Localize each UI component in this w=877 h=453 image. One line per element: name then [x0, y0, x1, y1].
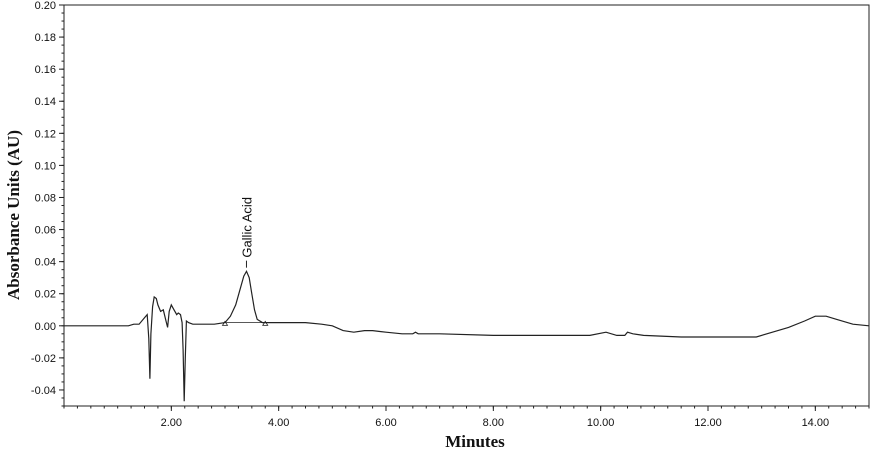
y-axis-title: Absorbance Units (AU) [4, 130, 23, 300]
y-tick-label: 0.08 [35, 192, 56, 204]
y-tick-label: 0.18 [35, 32, 56, 44]
y-tick-label: 0.06 [35, 225, 56, 237]
y-tick-label: 0.16 [35, 64, 56, 76]
y-tick-label: 0.02 [35, 289, 56, 301]
x-tick-label: 8.00 [483, 417, 504, 429]
y-tick-label: 0.10 [35, 160, 56, 172]
x-tick-label: 4.00 [268, 417, 289, 429]
x-tick-label: 14.00 [802, 417, 830, 429]
x-tick-label: 2.00 [161, 417, 182, 429]
x-tick-label: 12.00 [694, 417, 722, 429]
x-axis-title: Minutes [445, 432, 505, 451]
integration-marker [262, 320, 269, 326]
y-tick-label: -0.02 [31, 353, 56, 365]
x-axis: 2.00 4.00 6.00 8.00 10.00 12.00 14.00 [63, 406, 870, 429]
integration-marker [221, 320, 229, 326]
y-tick-label: 0.14 [35, 96, 56, 108]
y-tick-label: 0.20 [35, 0, 56, 12]
plot-frame [63, 4, 870, 407]
peak-label: Gallic Acid [239, 197, 254, 258]
y-tick-label: 0.00 [35, 321, 56, 333]
chromatogram-trace [64, 269, 870, 402]
y-axis: -0.04 -0.02 0.00 0.02 0.04 0.06 0.08 0.10 0.12 0.… [31, 0, 64, 407]
x-tick-label: 10.00 [587, 417, 615, 429]
plot-area: Gallic Acid [63, 4, 870, 407]
y-tick-label: -0.04 [31, 385, 56, 397]
x-tick-label: 6.00 [375, 417, 396, 429]
y-tick-label: 0.12 [35, 128, 56, 140]
y-tick-label: 0.04 [35, 257, 56, 269]
